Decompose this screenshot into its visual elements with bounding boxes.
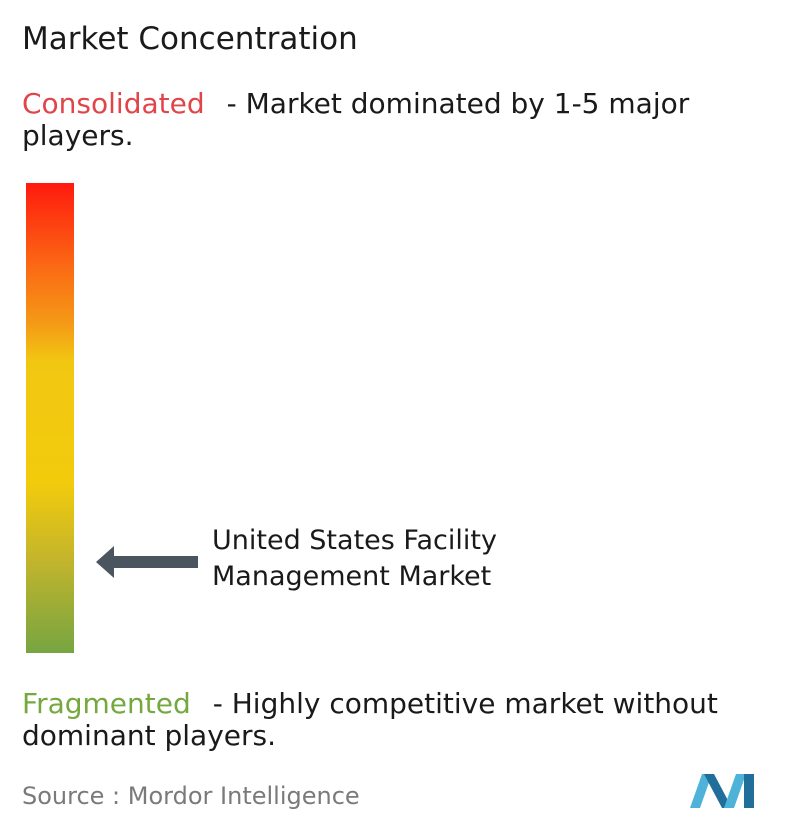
market-marker-label-line2: Management Market: [212, 561, 492, 592]
mordor-intelligence-logo-icon: [690, 774, 754, 808]
market-marker-label: United States Facility Management Market: [212, 523, 497, 595]
fragmented-keyword: Fragmented: [22, 687, 191, 720]
consolidated-keyword: Consolidated: [22, 87, 205, 120]
market-marker-label-line1: United States Facility: [212, 525, 497, 556]
source-label: Source :: [22, 782, 128, 810]
fragmented-text: - Highly competitive market without domi…: [22, 687, 718, 752]
fragmented-description: Fragmented - Highly competitive market wi…: [22, 688, 792, 752]
chart-title: Market Concentration: [22, 21, 358, 57]
source-name: Mordor Intelligence: [127, 782, 360, 810]
consolidated-text: - Market dominated by 1-5 major players.: [22, 87, 690, 152]
source-credit: Source : Mordor Intelligence: [22, 780, 360, 812]
consolidated-description: Consolidated - Market dominated by 1-5 ma…: [22, 88, 792, 152]
concentration-gradient-bar: [26, 183, 74, 653]
arrow-head: [96, 546, 198, 578]
market-position-arrow-icon: [96, 546, 198, 578]
